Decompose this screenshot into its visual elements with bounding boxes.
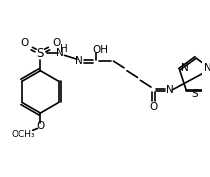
Text: S: S [191, 89, 198, 99]
Text: O: O [20, 38, 28, 48]
Text: N: N [181, 63, 188, 73]
Text: O: O [36, 121, 45, 132]
Text: OCH₃: OCH₃ [11, 130, 35, 139]
Text: O: O [150, 102, 158, 112]
Text: OH: OH [92, 45, 108, 55]
Text: N: N [56, 48, 63, 58]
Text: H: H [60, 44, 67, 54]
Text: N: N [75, 56, 83, 66]
Text: O: O [53, 38, 61, 48]
Text: N: N [166, 85, 174, 95]
Text: S: S [37, 47, 44, 60]
Text: N: N [204, 63, 210, 73]
